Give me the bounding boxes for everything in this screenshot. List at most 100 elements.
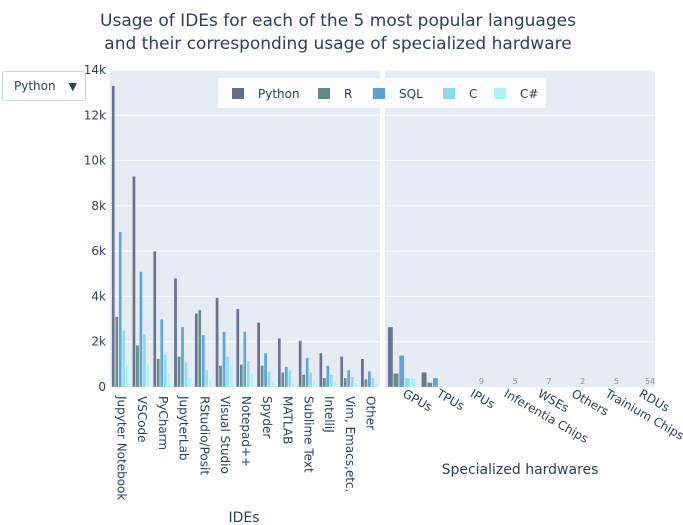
- data-label: 5: [614, 377, 619, 386]
- bar-python: [194, 313, 198, 388]
- bar-c: [225, 356, 230, 388]
- bar-r: [239, 364, 244, 388]
- bar-c: [288, 369, 292, 388]
- x-tick-label: JupyterLab: [177, 395, 191, 461]
- legend-label: C: [469, 87, 477, 101]
- data-label: 5: [513, 377, 518, 386]
- bar-csharp: [410, 377, 416, 388]
- bar-python: [236, 308, 240, 388]
- bar-csharp: [187, 376, 192, 388]
- bar-sql: [284, 366, 289, 388]
- bar-sql: [305, 357, 309, 388]
- bar-sql: [180, 326, 185, 388]
- language-dropdown[interactable]: Python ▼: [2, 71, 86, 101]
- x-tick-label: Other: [364, 396, 378, 430]
- bar-csharp: [125, 364, 129, 388]
- y-tick-label: 6k: [91, 244, 106, 258]
- bar-c: [184, 361, 188, 388]
- bar-python: [215, 297, 219, 388]
- bar-csharp: [167, 373, 171, 388]
- bar-python: [173, 278, 178, 388]
- x-tick-label: Spyder: [260, 396, 274, 438]
- bar-c: [308, 372, 313, 388]
- bar-sql: [201, 334, 205, 388]
- legend-label: C#: [520, 87, 538, 101]
- x-tick-label: Visual Studio: [218, 396, 232, 474]
- x-axis-title: IDEs: [228, 510, 259, 525]
- bar-r: [115, 316, 119, 388]
- bar-python: [319, 352, 323, 388]
- bar-c: [121, 330, 126, 388]
- data-label: 7: [546, 377, 551, 386]
- bar-python: [277, 338, 282, 388]
- bar-python: [360, 358, 365, 388]
- bar-sql: [398, 355, 405, 388]
- x-tick-label: Notepad++: [239, 396, 253, 467]
- bar-csharp: [146, 363, 150, 388]
- y-tick-label: 4k: [91, 289, 106, 303]
- legend-label: Python: [258, 87, 300, 101]
- bar-r: [343, 377, 347, 388]
- bar-c: [329, 374, 334, 388]
- bar-csharp: [353, 382, 358, 388]
- legend-swatch: [373, 88, 385, 99]
- x-tick-label: PyCharm: [156, 396, 170, 450]
- data-label: 2: [580, 377, 585, 386]
- x-tick-label: TPUs: [433, 386, 467, 413]
- x-tick-label: GPUs: [400, 386, 434, 414]
- bar-r: [135, 344, 140, 388]
- bar-sql: [326, 365, 330, 388]
- y-tick-label: 2k: [91, 335, 106, 349]
- x-tick-label: Jupyter Notebook: [114, 395, 128, 500]
- bar-python: [256, 322, 261, 388]
- chart-title-line: and their corresponding usage of special…: [104, 34, 571, 54]
- bar-r: [426, 382, 433, 388]
- bar-csharp: [270, 381, 275, 388]
- bar-csharp: [250, 373, 254, 388]
- bar-sql: [243, 331, 247, 388]
- bar-csharp: [374, 383, 379, 388]
- bar-c: [142, 333, 147, 388]
- x-axis-title: Specialized hardwares: [442, 462, 599, 478]
- bar-c: [267, 370, 271, 388]
- bar-csharp: [333, 381, 337, 388]
- bar-python: [387, 326, 394, 388]
- bar-r: [393, 373, 399, 388]
- bar-r: [322, 377, 327, 388]
- y-tick-label: 10k: [84, 154, 106, 168]
- bar-c: [371, 377, 375, 388]
- bar-c: [246, 360, 250, 388]
- bar-sql: [367, 370, 372, 388]
- legend-swatch: [443, 88, 455, 99]
- bar-sql: [118, 231, 122, 388]
- y-tick-label: 0: [98, 380, 106, 394]
- legend-label: SQL: [399, 87, 423, 101]
- bar-sql: [263, 352, 268, 388]
- legend-swatch: [232, 88, 244, 99]
- bar-sql: [432, 377, 439, 388]
- bar-r: [364, 378, 368, 388]
- bar-csharp: [291, 382, 296, 388]
- bar-r: [260, 365, 264, 388]
- bar-c: [163, 354, 167, 388]
- bar-python: [421, 372, 427, 388]
- x-tick-label: VSCode: [135, 396, 149, 443]
- bar-r: [198, 309, 202, 388]
- bar-python: [132, 176, 136, 388]
- x-tick-label: Vim, Emacs,etc.: [343, 396, 357, 492]
- bar-python: [153, 250, 157, 388]
- bar-c: [205, 369, 209, 388]
- x-tick-label: Others: [569, 386, 611, 418]
- y-tick-label: 12k: [84, 108, 106, 122]
- dropdown-selected-label: Python: [14, 79, 56, 93]
- bar-python: [298, 340, 302, 388]
- y-tick-label: 14k: [84, 63, 106, 77]
- y-tick-label: 8k: [91, 199, 106, 213]
- bar-sql: [139, 271, 143, 388]
- x-tick-label: MATLAB: [281, 396, 295, 444]
- bar-sql: [222, 331, 226, 388]
- legend-swatch: [318, 88, 330, 99]
- bar-r: [177, 356, 181, 388]
- chart-title-line: Usage of IDEs for each of the 5 most pop…: [100, 11, 576, 31]
- bar-python: [111, 85, 115, 388]
